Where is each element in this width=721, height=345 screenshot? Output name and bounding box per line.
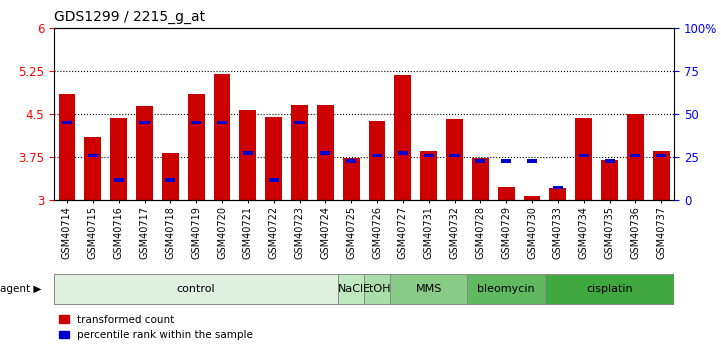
- Bar: [523, 196, 541, 200]
- Bar: [162, 153, 179, 200]
- Bar: [346, 159, 356, 162]
- Bar: [239, 110, 256, 200]
- Bar: [317, 105, 334, 200]
- Bar: [342, 158, 360, 200]
- Bar: [243, 151, 253, 155]
- Bar: [549, 188, 566, 200]
- Bar: [398, 151, 408, 155]
- Bar: [527, 159, 537, 162]
- Text: control: control: [177, 284, 216, 294]
- Text: GDS1299 / 2215_g_at: GDS1299 / 2215_g_at: [54, 10, 205, 24]
- Bar: [269, 178, 279, 181]
- Bar: [58, 94, 76, 200]
- Bar: [420, 151, 437, 200]
- Bar: [372, 154, 382, 157]
- Bar: [579, 154, 589, 157]
- Bar: [424, 154, 434, 157]
- Bar: [475, 159, 485, 162]
- Bar: [84, 137, 101, 200]
- Bar: [446, 119, 463, 200]
- Bar: [604, 159, 614, 162]
- Bar: [575, 118, 592, 200]
- Bar: [110, 118, 127, 200]
- Text: MMS: MMS: [415, 284, 442, 294]
- Bar: [191, 121, 201, 124]
- Text: cisplatin: cisplatin: [586, 284, 633, 294]
- Bar: [368, 121, 386, 200]
- Bar: [601, 160, 618, 200]
- Bar: [217, 121, 227, 124]
- Bar: [213, 73, 231, 200]
- Bar: [627, 114, 644, 200]
- Text: EtOH: EtOH: [363, 284, 392, 294]
- Bar: [501, 159, 511, 162]
- Bar: [165, 178, 175, 181]
- Bar: [338, 274, 364, 304]
- Bar: [291, 105, 308, 200]
- Bar: [364, 274, 390, 304]
- Legend: transformed count, percentile rank within the sample: transformed count, percentile rank withi…: [59, 315, 253, 340]
- Text: agent ▶: agent ▶: [0, 284, 41, 294]
- Text: bleomycin: bleomycin: [477, 284, 535, 294]
- Bar: [54, 274, 338, 304]
- Text: NaCl: NaCl: [338, 284, 364, 294]
- Bar: [320, 151, 330, 155]
- Bar: [394, 75, 411, 200]
- Bar: [265, 117, 282, 200]
- Bar: [656, 154, 666, 157]
- Bar: [390, 274, 467, 304]
- Bar: [467, 274, 545, 304]
- Bar: [114, 178, 124, 181]
- Bar: [294, 121, 304, 124]
- Bar: [449, 154, 459, 157]
- Bar: [497, 187, 515, 200]
- Bar: [553, 186, 563, 189]
- Bar: [545, 274, 674, 304]
- Bar: [136, 106, 153, 200]
- Bar: [653, 151, 670, 200]
- Bar: [139, 121, 149, 124]
- Bar: [187, 94, 205, 200]
- Bar: [62, 121, 72, 124]
- Bar: [88, 154, 98, 157]
- Bar: [472, 158, 489, 200]
- Bar: [630, 154, 640, 157]
